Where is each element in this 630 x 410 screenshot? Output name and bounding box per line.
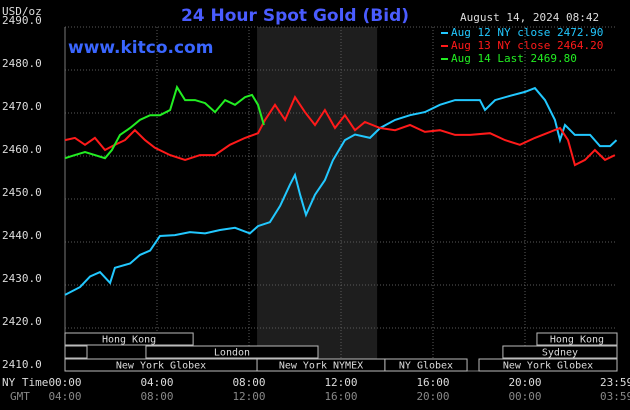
x2-tick-label: 04:00 [48,390,81,403]
x2-tick-label: 00:00 [508,390,541,403]
x-tick-label: 20:00 [508,376,541,389]
x-tick-label: 16:00 [416,376,449,389]
x2-tick-label: 20:00 [416,390,449,403]
legend-label: Aug 14 Last 2469.80 [451,52,577,65]
x2-axis-label: GMT [10,390,30,403]
timestamp: August 14, 2024 08:42 [460,11,599,24]
chart-title: 24 Hour Spot Gold (Bid) [181,6,409,26]
x-axis-label: NY Time [2,376,48,389]
x-tick-label: 23:59 [600,376,630,389]
y-tick-label: 2480.0 [2,57,42,70]
y-tick-label: 2440.0 [2,229,42,242]
session-box [64,345,88,359]
y-tick-label: 2470.0 [2,100,42,113]
session-box [64,332,194,346]
legend-label: Aug 12 NY close 2472.90 [451,26,603,39]
session-label: NY Globex [399,361,453,372]
x-tick-label: 04:00 [140,376,173,389]
legend-label: Aug 13 NY close 2464.20 [451,39,603,52]
session-box [536,332,618,346]
y-tick-label: 2420.0 [2,315,42,328]
x2-tick-label: 16:00 [324,390,357,403]
session-label: New York Globex [503,361,593,372]
session-box [502,345,618,359]
price-line [64,86,618,296]
session-label: London [214,348,250,359]
x-tick-label: 08:00 [232,376,265,389]
session-label: New York Globex [116,361,206,372]
session-label: Hong Kong [550,335,604,346]
session-label: Sydney [542,348,578,359]
x-tick-label: 00:00 [48,376,81,389]
y-tick-label: 2430.0 [2,272,42,285]
x2-tick-label: 12:00 [232,390,265,403]
x-tick-label: 12:00 [324,376,357,389]
y-tick-label: 2410.0 [2,358,42,371]
session-label: New York NYMEX [279,361,363,372]
session-box [384,358,468,372]
site-label: www.kitco.com [68,38,213,58]
y-tick-label: 2460.0 [2,143,42,156]
session-box [478,358,618,372]
x2-tick-label: 08:00 [140,390,173,403]
y-tick-label: 2490.0 [2,14,42,27]
y-axis-label: USD/oz [2,5,42,18]
x2-tick-label: 03:59 [600,390,630,403]
session-label: Hong Kong [102,335,156,346]
y-tick-label: 2450.0 [2,186,42,199]
price-line [64,84,265,160]
session-box [145,345,319,359]
price-line [64,95,616,167]
